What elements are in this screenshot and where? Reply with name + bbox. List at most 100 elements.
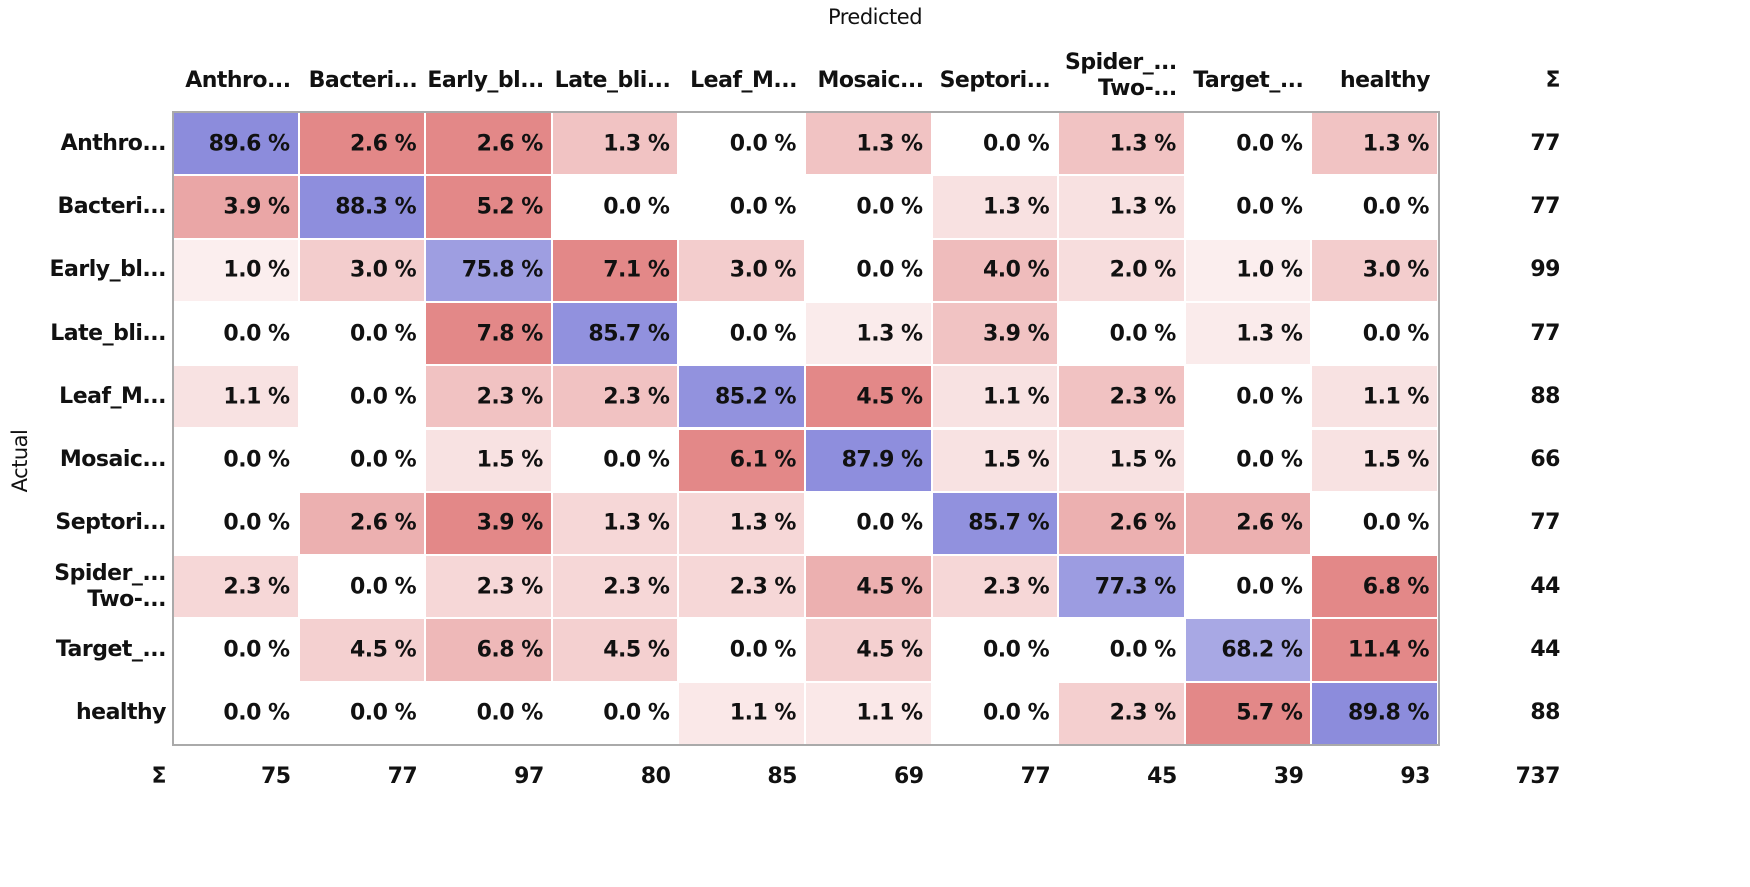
matrix-cell: 2.3 %	[1058, 365, 1185, 429]
cell-label: 2.3 %	[476, 574, 544, 600]
cell-label: 0.0 %	[1236, 384, 1303, 410]
matrix-cell: 1.3 %	[805, 301, 932, 366]
cell-label: 4.5 %	[350, 637, 417, 663]
matrix-cell: 7.1 %	[551, 238, 679, 302]
row-label: Mosaic...	[59, 447, 167, 473]
matrix-cell: 7.8 %	[425, 301, 552, 366]
cell-label: 2.0 %	[1109, 257, 1177, 283]
column-sum: 39	[1273, 764, 1304, 789]
matrix-cell: 0.0 %	[551, 681, 679, 745]
cell-label: 0.0 %	[603, 447, 670, 473]
matrix-cell: 2.3 %	[1058, 681, 1185, 745]
cell-label: 85.2 %	[715, 384, 796, 410]
cell-label: 4.5 %	[856, 637, 923, 663]
cell-label: 4.5 %	[603, 637, 670, 663]
matrix-cell: 0.0 %	[172, 618, 299, 682]
matrix-cell: 1.1 %	[1311, 365, 1438, 429]
column-label: Early_bl...	[427, 68, 544, 93]
cell-label: 0.0 %	[1362, 321, 1430, 347]
cell-label: 0.0 %	[1236, 574, 1303, 600]
matrix-cell: 4.5 %	[805, 618, 932, 682]
cell-label: 1.1 %	[856, 700, 923, 726]
row-label: Bacteri...	[57, 193, 166, 219]
matrix-cell: 11.4 %	[1311, 618, 1438, 682]
matrix-cell: 0.0 %	[678, 618, 805, 682]
cell-label: 0.0 %	[856, 257, 923, 283]
matrix-cell: 2.3 %	[678, 555, 805, 619]
matrix-cell: 2.6 %	[298, 112, 426, 176]
matrix-cell: 2.3 %	[931, 555, 1059, 619]
matrix-cell: 0.0 %	[172, 428, 299, 492]
column-sum: 93	[1400, 764, 1430, 789]
cell-label: 1.0 %	[1236, 257, 1303, 283]
matrix-cell: 75.8 %	[425, 238, 552, 302]
matrix-cell: 0.0 %	[298, 428, 426, 492]
cell-label: 4.5 %	[856, 384, 923, 410]
matrix-cell: 89.6 %	[172, 112, 299, 176]
matrix-cell: 5.7 %	[1184, 681, 1312, 745]
column-label: Bacteri...	[308, 68, 418, 93]
column-label: Septori...	[939, 68, 1051, 93]
column-sum: 77	[1020, 764, 1051, 789]
row-label: Leaf_M...	[59, 383, 166, 409]
row-label: Target_...	[55, 637, 167, 663]
row-label: Late_bli...	[50, 320, 166, 346]
cell-label: 5.7 %	[1236, 700, 1303, 726]
sum-label: Σ	[151, 764, 166, 789]
matrix-cell: 3.0 %	[298, 238, 426, 302]
cell-label: 0.0 %	[856, 510, 923, 536]
cell-label: 0.0 %	[1109, 321, 1177, 347]
cell-label: 1.3 %	[1109, 194, 1177, 220]
matrix-cell: 2.3 %	[425, 365, 552, 429]
matrix-cell: 2.6 %	[1058, 491, 1185, 556]
cell-label: 1.3 %	[603, 131, 670, 157]
matrix-cell: 1.3 %	[1311, 112, 1438, 176]
cell-label: 1.3 %	[856, 131, 923, 157]
cell-label: 2.3 %	[1109, 700, 1177, 726]
cell-label: 2.6 %	[1236, 510, 1303, 536]
column-sum: 75	[260, 764, 291, 789]
cell-label: 0.0 %	[1109, 637, 1177, 663]
row-sum: 88	[1530, 700, 1560, 726]
matrix-cell: 0.0 %	[298, 301, 426, 366]
cell-label: 1.3 %	[603, 510, 670, 536]
column-sum: 45	[1147, 764, 1177, 789]
matrix-cell: 3.9 %	[931, 301, 1059, 366]
cell-label: 0.0 %	[983, 637, 1050, 663]
column-label: Late_bli...	[554, 68, 671, 93]
matrix-cell: 2.6 %	[425, 112, 552, 176]
matrix-cell: 2.6 %	[298, 491, 426, 556]
cell-label: 0.0 %	[476, 700, 544, 726]
cell-label: 0.0 %	[223, 637, 290, 663]
matrix-cell: 1.1 %	[931, 365, 1059, 429]
matrix-cell: 0.0 %	[1184, 175, 1312, 239]
column-label: Anthro...	[185, 68, 291, 93]
cell-label: 2.3 %	[223, 574, 290, 600]
matrix-cell: 0.0 %	[1184, 428, 1312, 492]
cell-label: 85.7 %	[588, 321, 670, 347]
matrix-cell: 0.0 %	[1311, 175, 1438, 239]
cell-label: 1.3 %	[983, 194, 1050, 220]
matrix-cell: 4.5 %	[805, 555, 932, 619]
matrix-cell: 2.3 %	[551, 365, 679, 429]
cell-label: 2.3 %	[476, 384, 544, 410]
cell-label: 3.0 %	[1362, 257, 1430, 283]
matrix-cell: 1.3 %	[1058, 175, 1185, 239]
cell-label: 77.3 %	[1094, 574, 1176, 600]
cell-label: 1.0 %	[223, 257, 290, 283]
matrix-cell: 0.0 %	[931, 681, 1059, 745]
matrix-cell: 1.5 %	[1311, 428, 1438, 492]
cell-label: 0.0 %	[729, 321, 797, 347]
matrix-cell: 1.3 %	[551, 112, 679, 176]
cell-label: 75.8 %	[461, 257, 543, 283]
column-label: Leaf_M...	[690, 68, 797, 93]
cell-label: 0.0 %	[223, 447, 290, 473]
matrix-cell: 3.0 %	[1311, 238, 1438, 302]
matrix-cell: 1.3 %	[551, 491, 679, 556]
matrix-cell: 0.0 %	[678, 175, 805, 239]
cell-label: 2.3 %	[729, 574, 797, 600]
row-sum: 77	[1530, 320, 1560, 346]
cell-label: 1.5 %	[1109, 447, 1177, 473]
cell-label: 1.3 %	[729, 510, 797, 536]
